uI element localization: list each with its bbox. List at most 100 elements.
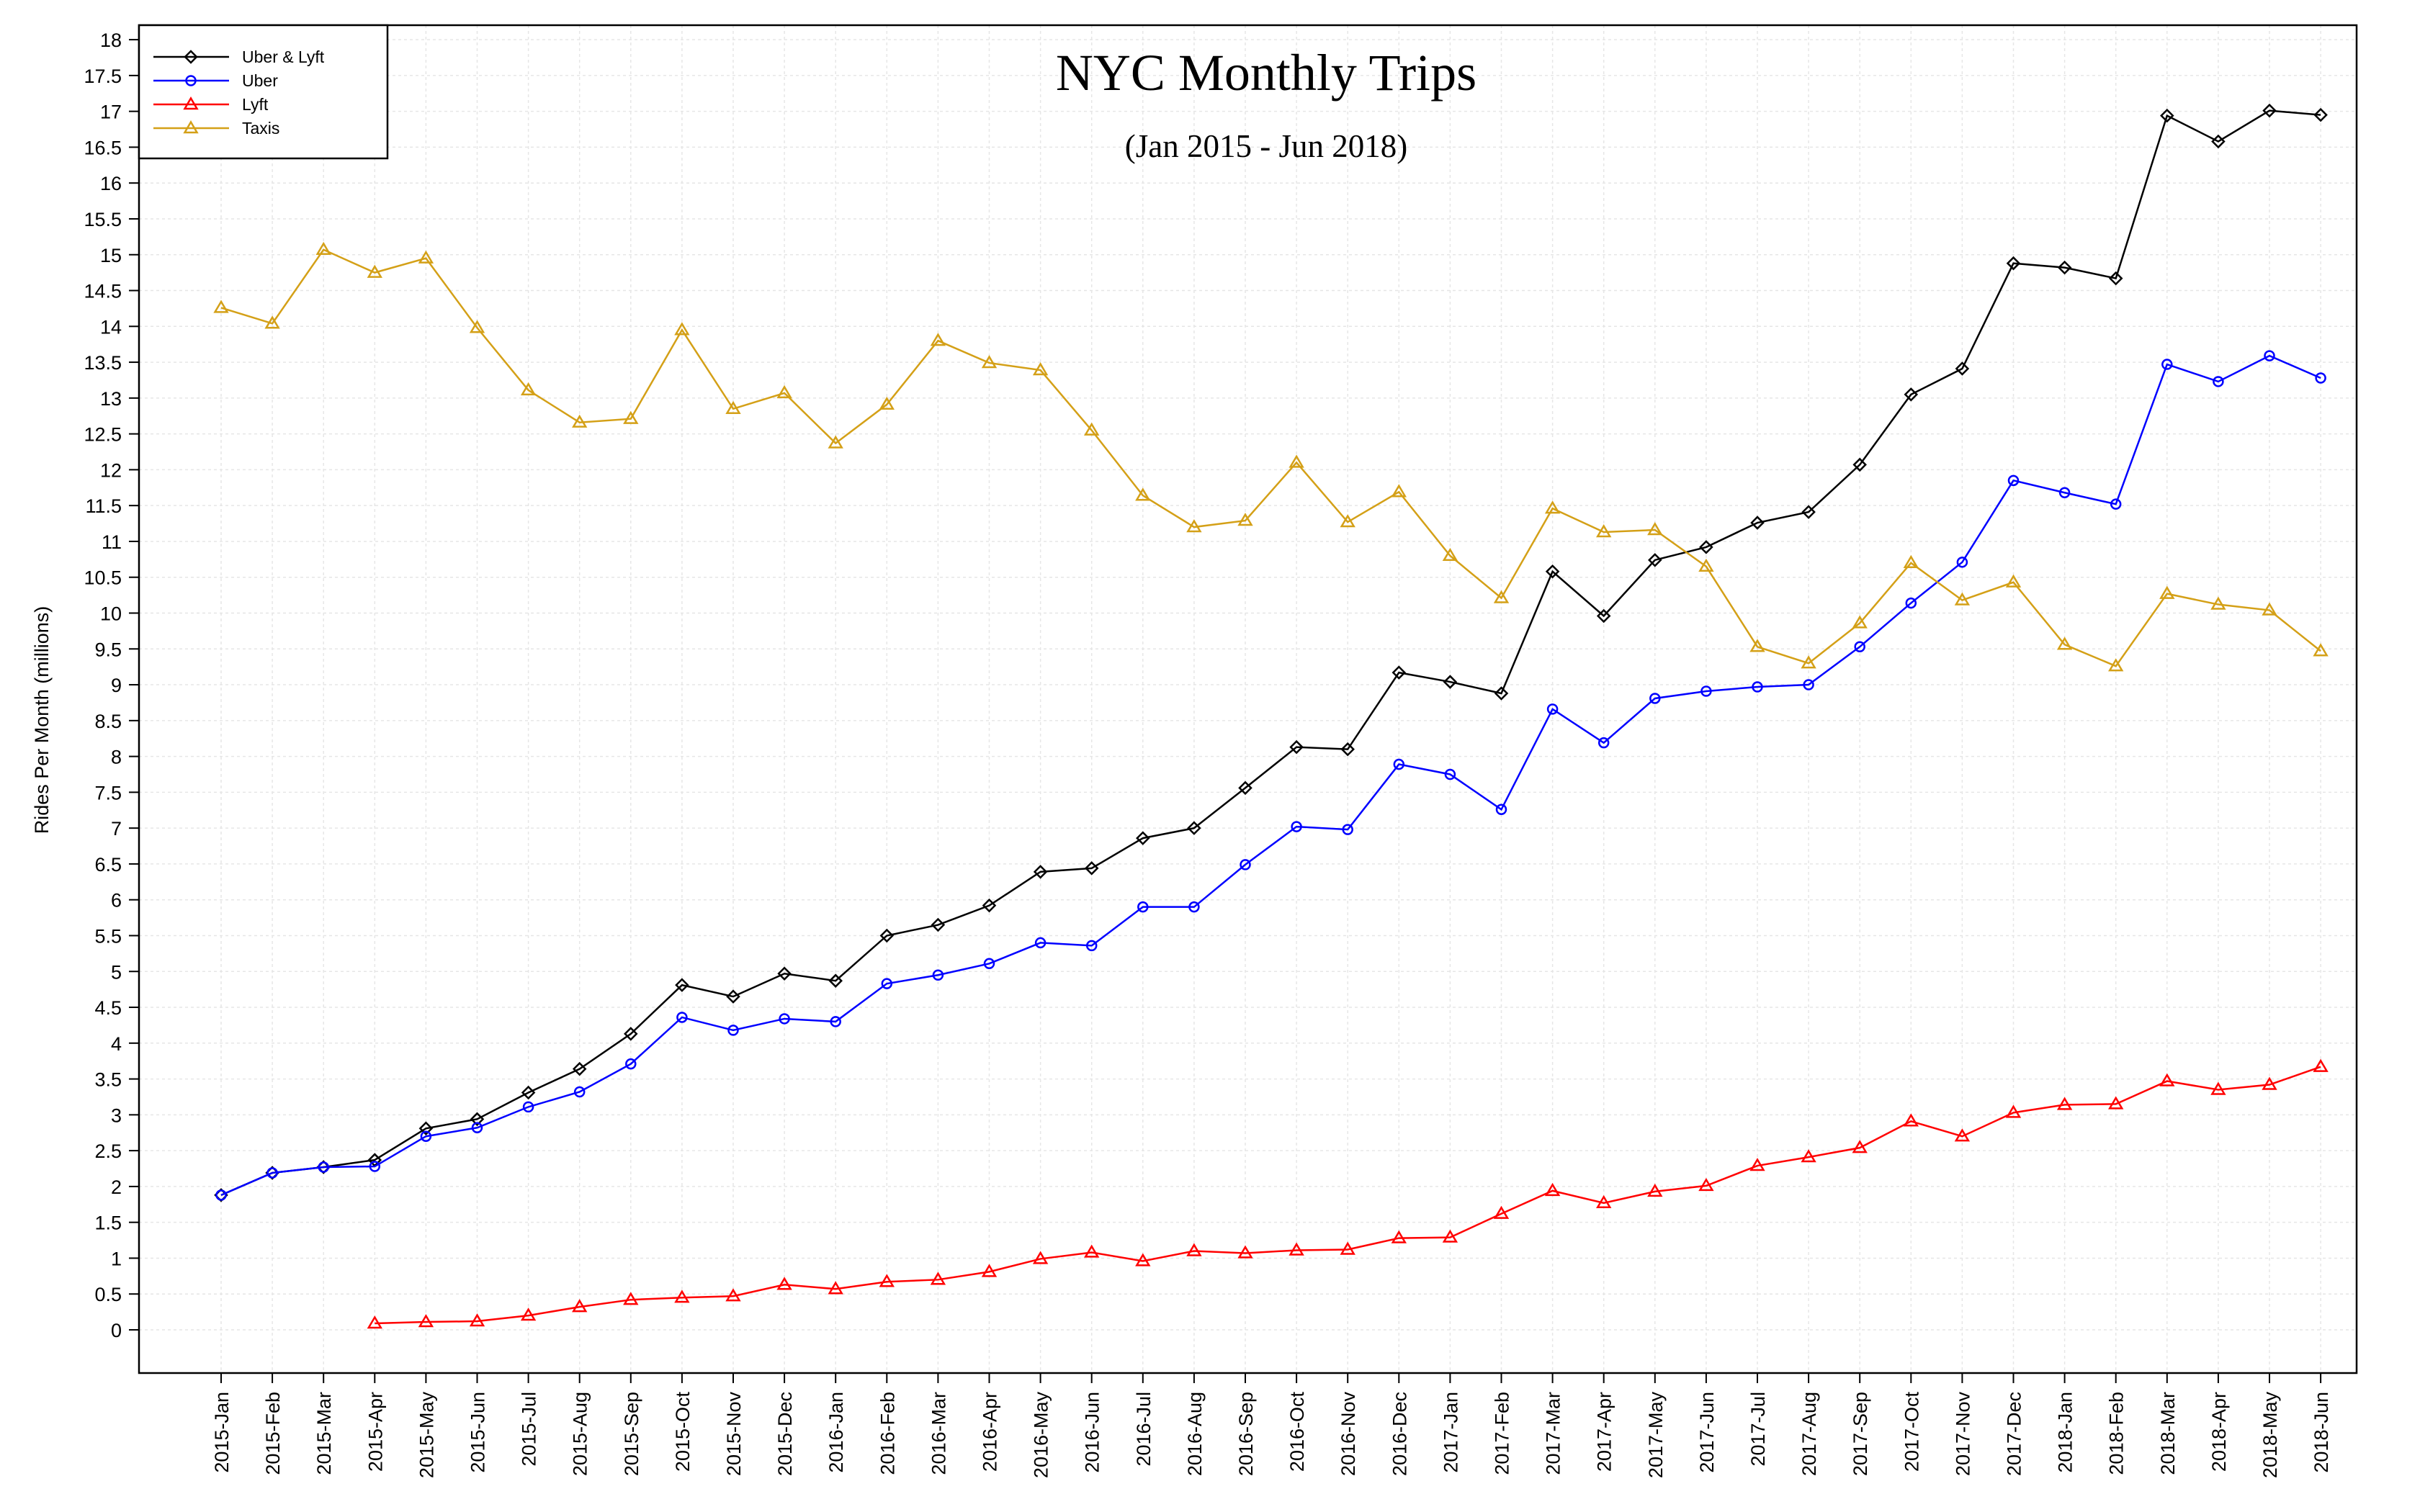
data-point-taxis: [1596, 524, 1612, 538]
legend-label-uber: Uber: [242, 71, 278, 90]
x-tick-label: 2017-Apr: [1594, 1392, 1615, 1472]
x-tick-label: 2017-Oct: [1901, 1392, 1922, 1472]
data-point-uber: [1495, 804, 1507, 816]
data-point-taxis: [2210, 596, 2226, 610]
x-tick-label: 2017-Jul: [1747, 1392, 1769, 1467]
data-point-uber-lyft: [2262, 103, 2277, 118]
data-point-uber: [522, 1101, 534, 1113]
plot-frame: [138, 24, 2358, 1374]
chart-title: NYC Monthly Trips: [1056, 44, 1476, 102]
data-point-uber-lyft: [2057, 260, 2072, 275]
data-point-lyft: [1135, 1253, 1151, 1266]
data-point-lyft: [1749, 1158, 1765, 1171]
x-tick-label: 2017-Nov: [1952, 1392, 1973, 1477]
y-tick-label: 13.5: [84, 352, 122, 374]
data-point-uber: [2161, 359, 2173, 370]
data-point-lyft: [1493, 1205, 1510, 1219]
data-point-uber: [1393, 758, 1405, 770]
data-point-lyft: [1442, 1229, 1458, 1243]
data-point-lyft: [2108, 1096, 2124, 1110]
data-point-taxis: [2313, 643, 2329, 657]
data-point-lyft: [1698, 1177, 1714, 1192]
x-tick-label: 2018-Jun: [2311, 1392, 2332, 1473]
x-tick-label: 2015-Oct: [672, 1392, 694, 1472]
data-point-uber: [1085, 940, 1098, 952]
y-tick-label: 6: [111, 890, 122, 912]
data-point-taxis: [725, 400, 741, 414]
data-point-taxis: [2262, 602, 2277, 616]
x-tick-label: 2018-May: [2259, 1392, 2281, 1479]
data-point-lyft: [1596, 1194, 1612, 1208]
y-tick-label: 17.5: [84, 66, 122, 87]
data-point-uber-lyft: [1545, 564, 1560, 579]
x-tick-label: 2016-Apr: [980, 1392, 1001, 1472]
data-point-lyft: [1903, 1113, 1919, 1127]
data-point-taxis: [1032, 362, 1049, 376]
x-tick-label: 2015-Apr: [364, 1392, 386, 1472]
data-point-lyft: [879, 1274, 895, 1287]
data-point-uber: [983, 958, 995, 970]
data-point-uber-lyft: [1699, 540, 1713, 554]
y-tick-label: 7.5: [94, 782, 122, 804]
y-tick-label: 10.5: [84, 567, 122, 589]
x-tick-label: 2015-Feb: [262, 1392, 284, 1475]
data-point-lyft: [2159, 1073, 2175, 1086]
y-axis-ticks: 00.511.522.533.544.555.566.577.588.599.5…: [84, 30, 139, 1341]
data-point-uber-lyft: [879, 928, 895, 943]
data-point-uber: [1700, 685, 1712, 697]
legend-marker-uber: [185, 75, 197, 86]
x-tick-label: 2018-Jan: [2055, 1392, 2076, 1473]
data-point-taxis: [623, 410, 639, 424]
x-tick-label: 2015-Mar: [313, 1392, 335, 1475]
y-tick-label: 0: [111, 1320, 122, 1341]
data-point-uber: [1240, 859, 1251, 870]
x-tick-label: 2016-Sep: [1235, 1392, 1257, 1476]
data-point-lyft: [1186, 1243, 1202, 1256]
data-point-lyft: [2056, 1097, 2073, 1110]
data-point-uber: [318, 1161, 329, 1173]
legend-box: [138, 24, 389, 160]
data-point-uber-lyft: [1904, 387, 1919, 402]
x-tick-label: 2017-May: [1645, 1392, 1667, 1479]
data-point-uber: [1803, 679, 1814, 690]
y-tick-label: 11.5: [85, 495, 122, 517]
data-point-uber-lyft: [2160, 108, 2174, 123]
y-tick-label: 2: [111, 1176, 122, 1198]
data-point-lyft: [469, 1313, 485, 1327]
data-point-uber-lyft: [1801, 505, 1816, 519]
x-tick-label: 2017-Aug: [1798, 1392, 1820, 1476]
x-tick-label: 2017-Feb: [1492, 1392, 1513, 1475]
legend-marker-lyft: [183, 96, 199, 110]
y-axis-title: Rides Per Month (millions): [31, 606, 53, 834]
data-point-uber-lyft: [1289, 739, 1304, 755]
data-point-uber-lyft: [1955, 361, 1970, 376]
data-point-taxis: [1135, 487, 1151, 501]
data-point-taxis: [1903, 554, 1919, 569]
x-tick-label: 2015-May: [416, 1392, 437, 1479]
data-point-uber-lyft: [1648, 553, 1662, 567]
data-point-lyft: [572, 1299, 588, 1313]
data-point-uber-lyft: [982, 898, 997, 913]
data-point-lyft: [1852, 1140, 1868, 1153]
series-line-uber: [220, 354, 2321, 1196]
data-point-uber: [2007, 474, 2020, 487]
data-point-uber-lyft: [1187, 821, 1201, 835]
y-tick-label: 5.5: [94, 925, 122, 947]
legend: Uber & Lyft Uber Lyft Taxis: [138, 24, 389, 160]
y-tick-label: 14.5: [84, 281, 122, 302]
data-point-lyft: [1289, 1242, 1304, 1256]
y-tick-label: 16.5: [84, 137, 122, 158]
data-point-taxis: [1493, 590, 1510, 603]
data-point-uber: [2110, 498, 2122, 510]
data-point-taxis: [264, 315, 280, 329]
data-point-uber-lyft: [2211, 134, 2226, 149]
y-tick-label: 12: [100, 459, 122, 481]
x-tick-label: 2015-Aug: [570, 1392, 591, 1476]
series-lyft: [367, 1058, 2329, 1329]
x-tick-label: 2015-Dec: [774, 1392, 796, 1476]
data-point-uber-lyft: [1238, 780, 1252, 796]
y-tick-label: 11: [102, 531, 122, 553]
data-point-lyft: [2005, 1104, 2022, 1118]
x-tick-label: 2017-Jun: [1696, 1392, 1718, 1473]
data-point-taxis: [1340, 514, 1355, 528]
